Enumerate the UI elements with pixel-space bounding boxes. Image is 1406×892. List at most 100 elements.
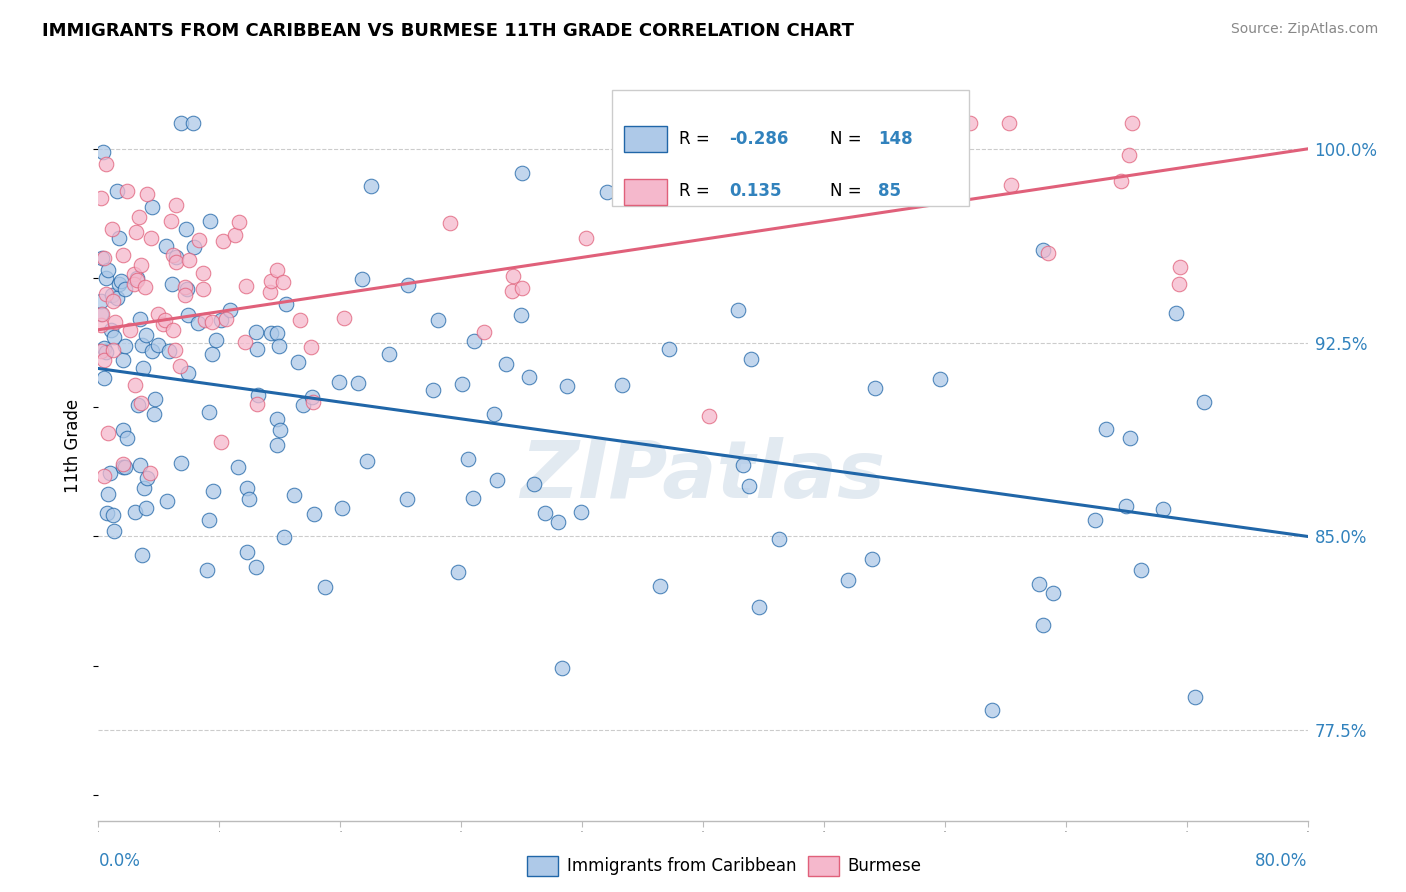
- Point: [356, 454, 378, 468]
- Point: [266, 438, 288, 452]
- Point: [740, 351, 762, 366]
- Point: [259, 285, 281, 299]
- Point: [90, 308, 112, 322]
- Point: [1152, 501, 1174, 516]
- Point: [111, 424, 134, 438]
- Text: 0.0%: 0.0%: [98, 852, 141, 870]
- Text: ZIPatlas: ZIPatlas: [520, 437, 886, 515]
- Point: [195, 564, 218, 578]
- Point: [875, 187, 897, 202]
- Point: [193, 313, 215, 327]
- Point: [233, 335, 256, 350]
- Point: [215, 311, 238, 326]
- Point: [93, 371, 115, 385]
- Point: [1032, 618, 1054, 632]
- Point: [131, 548, 153, 562]
- Point: [97, 487, 120, 501]
- Point: [502, 268, 524, 283]
- Point: [266, 263, 288, 277]
- Point: [198, 214, 221, 228]
- Point: [224, 228, 246, 243]
- Point: [287, 355, 309, 369]
- Point: [1032, 244, 1054, 258]
- Point: [998, 116, 1021, 130]
- Point: [183, 240, 205, 254]
- Point: [105, 184, 128, 198]
- Point: [162, 248, 184, 262]
- Text: 80.0%: 80.0%: [1256, 852, 1308, 870]
- Point: [283, 488, 305, 502]
- Text: Burmese: Burmese: [848, 857, 922, 875]
- Point: [1168, 277, 1191, 291]
- Point: [658, 342, 681, 356]
- Point: [612, 378, 634, 392]
- Point: [93, 251, 115, 265]
- Point: [501, 284, 523, 298]
- Point: [266, 326, 288, 341]
- Y-axis label: 11th Grade: 11th Grade: [65, 399, 83, 493]
- Point: [131, 338, 153, 352]
- Point: [124, 378, 146, 392]
- Point: [209, 313, 232, 327]
- Point: [274, 297, 297, 311]
- Point: [160, 277, 183, 292]
- Point: [238, 491, 260, 506]
- Point: [165, 197, 187, 211]
- Point: [509, 308, 531, 322]
- Point: [346, 376, 368, 390]
- Point: [352, 272, 374, 286]
- Point: [122, 267, 145, 281]
- Point: [174, 221, 197, 235]
- Point: [177, 252, 200, 267]
- Point: [118, 323, 141, 337]
- Point: [236, 481, 259, 495]
- Point: [132, 361, 155, 376]
- Point: [198, 513, 221, 527]
- Point: [124, 225, 146, 239]
- Point: [360, 178, 382, 193]
- Point: [218, 303, 240, 318]
- Point: [831, 135, 853, 149]
- Point: [105, 291, 128, 305]
- Point: [377, 347, 399, 361]
- Point: [111, 353, 134, 368]
- Point: [269, 424, 291, 438]
- Point: [1121, 116, 1143, 130]
- Point: [510, 166, 533, 180]
- Point: [1164, 306, 1187, 320]
- Point: [768, 532, 790, 546]
- Point: [90, 344, 112, 359]
- Point: [1184, 690, 1206, 705]
- Point: [209, 435, 232, 450]
- Point: [165, 255, 187, 269]
- Point: [125, 270, 148, 285]
- Point: [330, 501, 353, 516]
- Point: [129, 396, 152, 410]
- Point: [174, 288, 197, 302]
- Point: [153, 313, 176, 327]
- Point: [169, 359, 191, 373]
- Point: [104, 315, 127, 329]
- Point: [100, 323, 122, 337]
- Point: [97, 263, 120, 277]
- Point: [177, 366, 200, 380]
- Point: [929, 372, 952, 386]
- Point: [837, 574, 859, 588]
- Point: [534, 506, 557, 520]
- Point: [860, 552, 883, 566]
- Point: [1094, 422, 1116, 436]
- Point: [108, 231, 131, 245]
- Point: [143, 392, 166, 406]
- Point: [1118, 148, 1140, 162]
- Point: [457, 451, 479, 466]
- Point: [138, 467, 160, 481]
- Point: [769, 182, 792, 196]
- Point: [96, 287, 118, 301]
- Point: [484, 407, 506, 421]
- Point: [90, 307, 112, 321]
- Point: [187, 316, 209, 330]
- Point: [727, 303, 749, 318]
- Point: [1042, 586, 1064, 600]
- Text: -0.286: -0.286: [730, 130, 789, 148]
- Point: [395, 491, 418, 506]
